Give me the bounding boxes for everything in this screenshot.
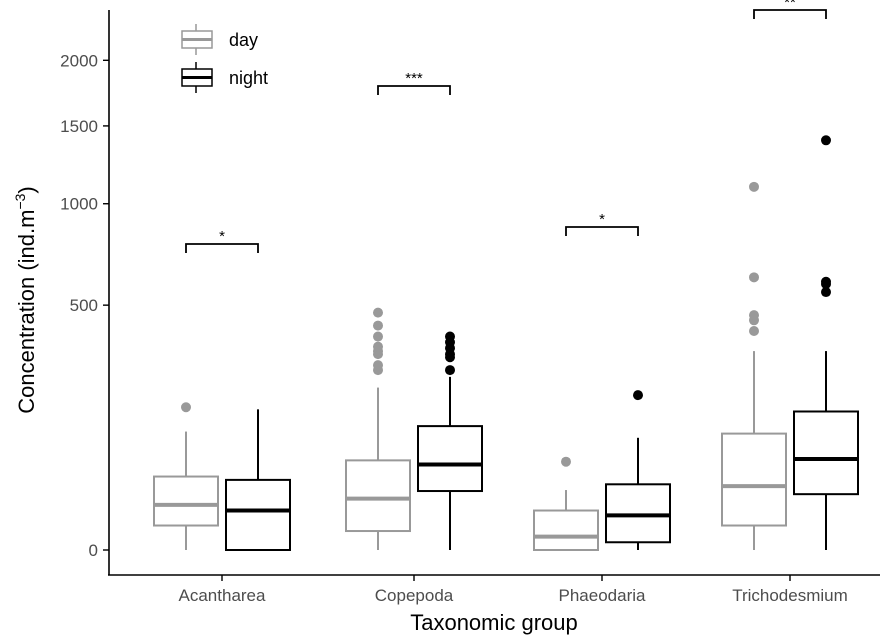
outlier-point xyxy=(821,276,831,287)
outlier-point xyxy=(373,307,383,318)
bracket-line xyxy=(565,226,639,236)
y-tick-label: 0 xyxy=(89,541,98,560)
y-axis-title: Concentration (ind.m−3) xyxy=(12,186,39,414)
box-iqr xyxy=(605,483,671,544)
y-axis-title-main: Concentration (ind.m xyxy=(14,210,39,414)
x-tick-label: Trichodesmium xyxy=(732,586,848,605)
outlier-point xyxy=(821,135,831,146)
legend-item-night: night xyxy=(181,62,268,93)
y-tick-label: 1000 xyxy=(60,195,98,214)
box-iqr xyxy=(533,509,599,552)
box-iqr xyxy=(345,459,411,533)
outlier-point xyxy=(373,360,383,371)
y-axis-title-superscript: −3 xyxy=(12,193,28,209)
legend-label-day: day xyxy=(229,30,258,50)
outlier-point xyxy=(749,310,759,321)
outlier-point xyxy=(749,326,759,336)
significance-label: *** xyxy=(405,70,423,87)
outlier-point xyxy=(373,341,383,352)
significance-label: ** xyxy=(784,0,796,11)
box-iqr xyxy=(417,425,483,493)
outlier-point xyxy=(561,456,571,467)
axes xyxy=(108,10,880,576)
significance-bracket: *** xyxy=(377,70,451,95)
legend-key-day xyxy=(181,24,213,55)
box-iqr xyxy=(793,410,859,496)
x-tick-label: Copepoda xyxy=(375,586,454,605)
y-axis-title-close: ) xyxy=(14,186,39,193)
significance-bracket: ** xyxy=(753,0,827,19)
outlier-point xyxy=(181,402,191,413)
y-tick-label: 1500 xyxy=(60,117,98,136)
outlier-point xyxy=(445,365,455,376)
outlier-point xyxy=(749,181,759,192)
box-night-3 xyxy=(793,135,859,550)
box-day-2 xyxy=(533,456,599,552)
box-day-0 xyxy=(153,402,219,550)
outlier-point xyxy=(821,287,831,298)
x-axis-title: Taxonomic group xyxy=(410,610,578,635)
outlier-point xyxy=(445,331,455,342)
y-tick-label: 500 xyxy=(70,296,98,315)
bracket-line xyxy=(377,85,451,95)
y-tick-label: 2000 xyxy=(60,51,98,70)
box-iqr xyxy=(721,432,787,527)
box-iqr xyxy=(225,478,291,552)
legend-label-night: night xyxy=(229,68,268,88)
outlier-point xyxy=(373,320,383,331)
legend: day night xyxy=(181,24,268,93)
bracket-line xyxy=(185,243,259,253)
outlier-point xyxy=(749,272,759,283)
box-night-1 xyxy=(417,331,483,550)
x-ticks: Acantharea Copepoda Phaeodaria Trichodesmiu… xyxy=(179,575,848,605)
box-night-0 xyxy=(225,409,291,552)
bracket-line xyxy=(753,9,827,19)
outlier-point xyxy=(373,331,383,342)
x-tick-label: Acantharea xyxy=(179,586,266,605)
significance-label: * xyxy=(599,211,605,228)
outlier-point xyxy=(633,390,643,401)
plot-area: ******* xyxy=(153,0,859,552)
significance-label: * xyxy=(219,228,225,245)
x-tick-label: Phaeodaria xyxy=(559,586,647,605)
box-iqr xyxy=(153,475,219,527)
box-night-2 xyxy=(605,390,671,550)
significance-bracket: * xyxy=(185,228,259,253)
significance-bracket: * xyxy=(565,211,639,236)
y-ticks: 0 500 1000 1500 2000 xyxy=(60,51,109,560)
box-day-1 xyxy=(345,307,411,550)
legend-item-day: day xyxy=(181,24,258,55)
box-day-3 xyxy=(721,181,787,550)
legend-key-night xyxy=(181,62,213,93)
